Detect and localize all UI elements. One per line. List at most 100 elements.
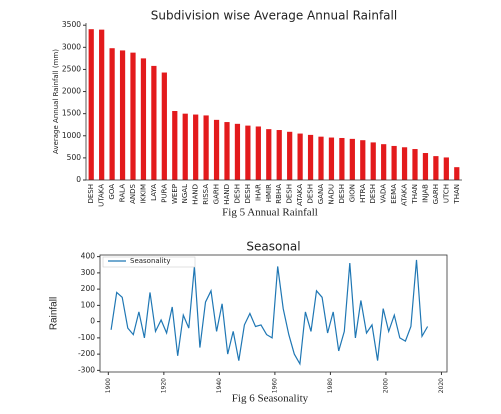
bar xyxy=(245,125,251,180)
chart-title: Seasonal xyxy=(246,240,300,254)
x-tick-label: DESH xyxy=(307,184,315,204)
bar xyxy=(119,50,126,180)
x-tick-label: EEMA xyxy=(390,184,398,204)
x-tick-label: IHAR xyxy=(254,184,262,201)
bar xyxy=(276,130,282,180)
chart-title: Subdivision wise Average Annual Rainfall xyxy=(151,9,397,23)
x-tick-label: 1940 xyxy=(216,378,223,393)
bar xyxy=(360,140,366,180)
bar xyxy=(297,133,303,180)
legend-box xyxy=(102,256,196,268)
bar xyxy=(151,65,157,180)
x-tick-label: THAN xyxy=(411,184,419,205)
x-tick-label: 1900 xyxy=(105,378,112,393)
bar xyxy=(401,147,408,180)
bar xyxy=(266,129,272,180)
bar xyxy=(412,149,418,180)
x-tick-label: WEEP xyxy=(171,184,179,204)
x-tick-label: 1980 xyxy=(327,378,334,393)
x-tick-label: RISSA xyxy=(202,184,210,205)
x-tick-label: 2000 xyxy=(382,378,389,393)
y-tick-label: 200 xyxy=(81,284,96,293)
y-tick-label: 2500 xyxy=(62,64,81,73)
y-tick-label: 0 xyxy=(90,317,95,326)
bar xyxy=(318,136,324,180)
x-tick-label: HTRA xyxy=(359,184,367,203)
x-tick-label: DESH xyxy=(369,184,377,204)
bar xyxy=(130,52,136,181)
x-tick-label: ANDS xyxy=(129,183,137,203)
x-tick-label: HAND xyxy=(223,184,231,205)
x-tick-label: THAN xyxy=(453,184,461,205)
y-tick-label: 0 xyxy=(76,175,81,184)
bar xyxy=(349,138,355,180)
bar xyxy=(287,131,293,180)
y-tick-label: 300 xyxy=(81,268,96,277)
bar xyxy=(140,58,147,181)
y-tick-label: -100 xyxy=(78,333,95,342)
y-tick-label: -200 xyxy=(78,349,95,358)
y-tick-label: 3000 xyxy=(62,42,81,51)
x-tick-label: GOA xyxy=(108,184,116,200)
x-tick-label: NGAL xyxy=(181,184,189,203)
y-tick-label: 500 xyxy=(67,153,82,162)
x-tick-label: HMIR xyxy=(265,184,273,202)
x-tick-label: DESH xyxy=(338,184,346,204)
y-tick-label: -300 xyxy=(78,365,95,374)
x-tick-label: GARH xyxy=(213,184,221,204)
x-tick-label: RALA xyxy=(119,184,127,202)
x-tick-label: DESH xyxy=(244,184,252,204)
x-tick-label: IKKIM xyxy=(139,184,147,203)
bar xyxy=(203,115,209,180)
x-tick-label: 2020 xyxy=(438,378,445,393)
bar xyxy=(99,29,105,180)
bar xyxy=(454,167,460,180)
y-tick-label: 400 xyxy=(81,252,96,261)
x-tick-label: GARH xyxy=(432,184,440,204)
bar xyxy=(161,72,167,180)
figure-caption: Fig 5 Annual Rainfall xyxy=(222,207,318,219)
line xyxy=(110,259,429,366)
y-tick-label: 2000 xyxy=(62,87,81,96)
x-tick-label: DESH xyxy=(87,184,95,204)
x-tick-label: 1960 xyxy=(271,378,278,393)
x-tick-label: DESH xyxy=(286,184,294,204)
x-tick-label: GION xyxy=(348,184,356,202)
x-tick-label: INJAB xyxy=(421,184,429,203)
x-tick-label: GANA xyxy=(317,184,325,204)
bar xyxy=(328,137,335,180)
y-tick-label: 100 xyxy=(81,300,96,309)
x-tick-label: VADA xyxy=(380,184,388,203)
y-axis-label: Rainfall xyxy=(49,297,60,330)
x-tick-label: ATAKA xyxy=(401,184,409,206)
bar xyxy=(193,114,199,180)
bar xyxy=(443,157,449,180)
bar xyxy=(213,119,220,180)
bar xyxy=(307,134,314,180)
y-tick-label: 3500 xyxy=(62,20,81,29)
x-tick-label: NADU xyxy=(327,184,335,205)
x-tick-label: UTAKA xyxy=(98,184,106,207)
y-tick-label: 1500 xyxy=(62,109,81,118)
x-tick-label: UTCH xyxy=(442,184,450,203)
x-tick-label: ATAKA xyxy=(296,184,304,206)
bar xyxy=(172,111,178,180)
x-tick-label: HAND xyxy=(192,184,200,205)
y-axis-label: Average Annual Rainfall (mm) xyxy=(52,49,60,154)
x-tick-label: PURA xyxy=(160,184,168,203)
bar xyxy=(370,142,376,180)
x-tick-label: DESH xyxy=(233,184,241,204)
bar xyxy=(109,48,115,180)
bar xyxy=(433,156,439,180)
x-tick-label: LAYA xyxy=(150,184,158,201)
plot-frame xyxy=(99,254,448,373)
figure-caption: Fig 6 Seasonality xyxy=(232,393,309,405)
bar xyxy=(339,137,345,180)
bar xyxy=(255,126,261,180)
bar xyxy=(224,122,230,180)
plot-axes xyxy=(85,23,462,181)
x-tick-label: RBHA xyxy=(275,184,283,204)
bar xyxy=(182,113,188,180)
bar xyxy=(391,145,397,180)
